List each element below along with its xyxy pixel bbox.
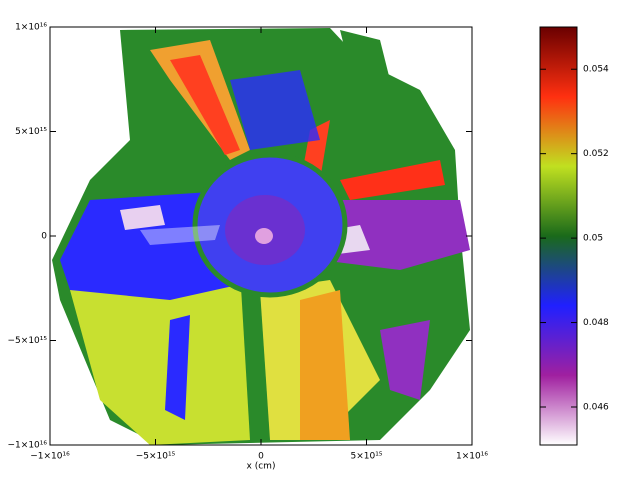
colorbar-tick-label: 0.048 bbox=[583, 318, 609, 328]
x-tick-label: −1×10¹⁶ bbox=[30, 452, 70, 462]
y-tick-label: −5×10¹⁵ bbox=[8, 336, 48, 346]
y-tick-label: 1×10¹⁶ bbox=[15, 23, 47, 33]
colorbar-tick-label: 0.05 bbox=[583, 234, 603, 244]
colorbar bbox=[539, 26, 578, 446]
colorbar-tick-label: 0.052 bbox=[583, 149, 609, 159]
x-tick-label: 5×10¹⁵ bbox=[351, 452, 383, 462]
heatmap-image bbox=[52, 28, 470, 445]
colorbar-tick-label: 0.054 bbox=[583, 65, 609, 75]
x-tick-label: −5×10¹⁵ bbox=[136, 452, 176, 462]
y-tick-label: −1×10¹⁶ bbox=[8, 441, 48, 451]
colorbar-tick-label: 0.046 bbox=[583, 403, 609, 413]
y-tick-label: 5×10¹⁵ bbox=[15, 127, 47, 137]
axes: −1×10¹⁶ −5×10¹⁵ 0 5×10¹⁵ 1×10¹⁶ 1×10¹⁶ 5×10¹⁵ 0… bbox=[8, 23, 489, 462]
y-tick-label: 0 bbox=[41, 232, 47, 242]
x-tick-label: 0 bbox=[258, 452, 264, 462]
x-tick-label: 1×10¹⁶ bbox=[456, 452, 488, 462]
x-axis-label: x (cm) bbox=[247, 462, 276, 472]
